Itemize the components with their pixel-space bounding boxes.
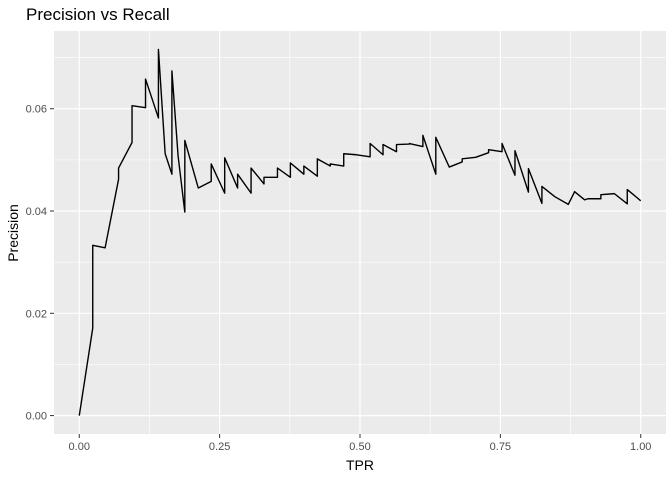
- y-tick-label: 0.06: [26, 104, 47, 116]
- x-tick-label: 0.25: [209, 441, 230, 453]
- y-axis-ticks: 0.00 0.02 0.04 0.06: [26, 104, 54, 423]
- precision-recall-line: [78, 48, 642, 416]
- major-gridlines: [54, 31, 666, 434]
- x-tick-label: 0.00: [69, 441, 90, 453]
- x-tick-label: 1.00: [630, 441, 651, 453]
- x-axis-ticks: 0.00 0.25 0.50 0.75 1.00: [69, 434, 651, 453]
- y-tick-label: 0.04: [26, 206, 47, 218]
- x-tick-label: 0.50: [349, 441, 370, 453]
- y-tick-label: 0.00: [26, 411, 47, 423]
- x-axis-title: TPR: [346, 457, 374, 473]
- y-tick-label: 0.02: [26, 308, 47, 320]
- y-axis-title: Precision: [5, 204, 21, 262]
- chart-title: Precision vs Recall: [26, 5, 170, 24]
- x-tick-label: 0.75: [490, 441, 511, 453]
